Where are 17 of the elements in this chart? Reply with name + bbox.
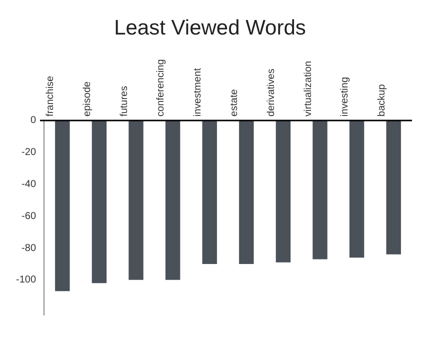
x-tick-label: virtualization	[302, 60, 314, 116]
chart-title: Least Viewed Words	[114, 16, 306, 40]
x-tick-label: conferencing	[156, 59, 167, 116]
x-tick-label: derivatives	[266, 68, 277, 116]
x-tick-label: estate	[229, 88, 240, 116]
x-tick-label: backup	[376, 84, 388, 116]
y-tick-label: 0	[30, 115, 36, 126]
y-tick-label: -60	[22, 210, 36, 222]
x-tick-label: futures	[118, 86, 130, 116]
x-tick-label: investment	[192, 68, 204, 116]
y-tick-label: -100	[16, 274, 36, 286]
y-tick-label: -20	[22, 147, 36, 158]
x-tick-label: episode	[82, 80, 93, 116]
x-tick-label: franchise	[45, 75, 56, 116]
y-tick-label: -80	[22, 242, 36, 254]
y-tick-label: -40	[22, 178, 36, 190]
x-tick-label: investing	[340, 76, 351, 116]
